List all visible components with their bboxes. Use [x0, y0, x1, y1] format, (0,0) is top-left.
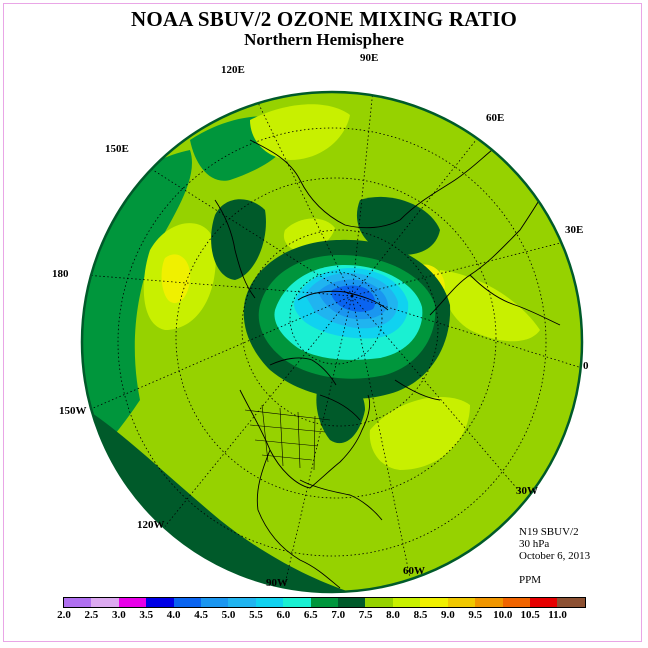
- colorbar-tick-label: 5.0: [221, 609, 236, 621]
- colorbar-swatch: [420, 598, 448, 607]
- colorbar-swatch: [118, 598, 147, 607]
- dark-blob-siberia: [211, 199, 266, 280]
- units-label: PPM: [519, 574, 542, 586]
- colorbar-tick-label: 5.5: [249, 609, 263, 621]
- lon-label-120e: 120E: [221, 64, 245, 76]
- colorbar-swatch: [475, 598, 503, 607]
- lon-label-150e: 150E: [105, 143, 129, 155]
- colorbar-tick-label: 4.5: [194, 609, 208, 621]
- lon-label-60e: 60E: [486, 112, 505, 124]
- colorbar-tick-label: 10.5: [520, 609, 540, 621]
- colorbar-swatch: [529, 598, 558, 607]
- map-title: NOAA SBUV/2 OZONE MIXING RATIO: [131, 7, 517, 31]
- satellite-label: N19 SBUV/2: [519, 526, 579, 538]
- yellow-pacific-core: [161, 254, 191, 304]
- lon-label-30e: 30E: [565, 224, 584, 236]
- colorbar-swatch: [146, 598, 174, 607]
- coastlines: [214, 139, 561, 589]
- colorbar-swatch: [173, 598, 202, 607]
- colorbar-tick-label: 6.0: [276, 609, 291, 621]
- colorbar-swatch: [365, 598, 393, 607]
- lon-label-30w: 30W: [516, 485, 538, 497]
- colorbar-swatch: [447, 598, 476, 607]
- colorbar-tick-label: 7.0: [331, 609, 346, 621]
- colorbar-swatch: [283, 598, 311, 607]
- colorbar-tick-label: 4.0: [166, 609, 181, 621]
- colorbar-swatch: [557, 598, 585, 607]
- lon-label-0: 0: [583, 360, 589, 372]
- image-frame: [3, 3, 642, 642]
- colorbar-tick-label: 7.5: [358, 609, 373, 621]
- colorbar-tick-label: 3.5: [139, 609, 154, 621]
- lon-label-90w: 90W: [266, 577, 288, 589]
- colorbar-swatch: [201, 598, 229, 607]
- map-boundary: [80, 90, 584, 594]
- lon-label-60w: 60W: [403, 565, 425, 577]
- us-state-lines: [244, 404, 331, 471]
- colorbar: [63, 597, 586, 608]
- colorbar-swatch: [502, 598, 530, 607]
- map-subtitle: Northern Hemisphere: [244, 30, 404, 49]
- date-label: October 6, 2013: [519, 550, 591, 562]
- lon-label-180: 180: [52, 268, 69, 280]
- colorbar-tick-label: 8.0: [386, 609, 400, 621]
- colorbar-tick-label: 11.0: [548, 609, 567, 621]
- colorbar-tick-label: 2.0: [57, 609, 71, 621]
- colorbar-tick-label: 9.5: [468, 609, 483, 621]
- colorbar-ticks: 2.0 2.5 3.0 3.5 4.0 4.5 5.0 5.5 6.0 6.5 7.0 7.5 8.0 8…: [0, 609, 648, 623]
- colorbar-swatch: [255, 598, 284, 607]
- yellow-atlantic-lobe: [369, 397, 470, 470]
- colorbar-swatch: [228, 598, 256, 607]
- colorbar-tick-label: 6.5: [303, 609, 318, 621]
- colorbar-tick-label: 10.0: [493, 609, 513, 621]
- colorbar-tick-label: 8.5: [413, 609, 428, 621]
- colorbar-tick-label: 2.5: [84, 609, 99, 621]
- yellow-europe-lobe: [440, 270, 540, 342]
- colorbar-tick-label: 3.0: [111, 609, 126, 621]
- colorbar-swatch: [91, 598, 119, 607]
- colorbar-swatch: [310, 598, 339, 607]
- colorbar-swatch: [338, 598, 366, 607]
- lon-label-150w: 150W: [59, 405, 87, 417]
- pressure-level-label: 30 hPa: [519, 538, 550, 550]
- graticule: [82, 92, 582, 589]
- yellow-asia-lobe: [250, 104, 350, 160]
- colorbar-swatch: [64, 598, 92, 607]
- lon-label-90e: 90E: [360, 52, 379, 64]
- colorbar-tick-label: 9.0: [441, 609, 455, 621]
- colorbar-swatch: [392, 598, 421, 607]
- lon-label-120w: 120W: [137, 519, 165, 531]
